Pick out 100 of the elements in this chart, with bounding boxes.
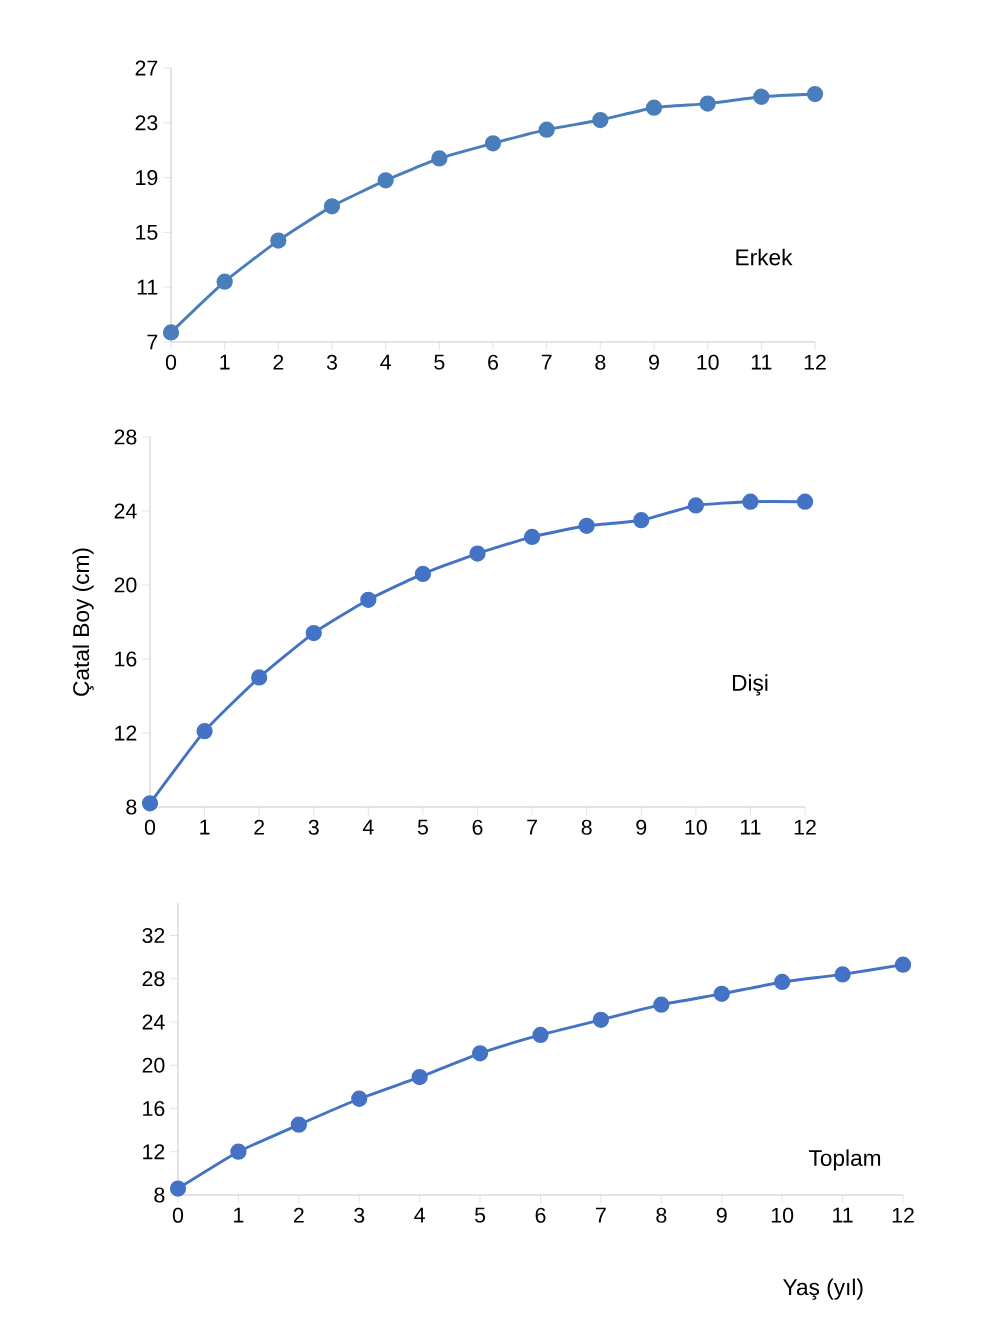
point [351, 1090, 368, 1107]
y-tick-label: 8 [126, 799, 137, 815]
point [471, 1045, 489, 1062]
x-tick-label: 5 [475, 1207, 486, 1223]
y-tick-label: 28 [114, 429, 137, 445]
y-tick-label: 16 [115, 651, 137, 667]
x-tick-label: 6 [472, 819, 483, 835]
point [360, 591, 377, 608]
point [699, 95, 716, 112]
y-tick-label: 20 [114, 577, 137, 593]
x-tick-label: 9 [649, 354, 659, 370]
x-tick-label: 12 [892, 1207, 914, 1223]
point [834, 966, 851, 983]
y-tick-label: 7 [147, 334, 158, 350]
point [305, 624, 322, 642]
x-tick-label: 10 [697, 354, 719, 370]
x-tick-label: 12 [804, 354, 826, 370]
point [687, 497, 704, 514]
x-tick-label: 3 [326, 354, 337, 370]
point [592, 1011, 610, 1028]
y-tick-label: 12 [115, 725, 137, 741]
x-tick-label: 11 [751, 354, 772, 370]
x-tick-label: 11 [833, 1207, 853, 1223]
x-tick-label: 2 [293, 1207, 304, 1223]
y-tick-label: 32 [142, 927, 165, 943]
point [592, 111, 609, 129]
annotation: Toplam [808, 1149, 881, 1171]
annotation: Dişi [732, 674, 768, 696]
point [414, 565, 432, 583]
point [431, 150, 448, 167]
x-tick-label: 7 [527, 819, 537, 835]
point [169, 1180, 187, 1197]
x-tick-label: 4 [380, 354, 391, 370]
x-tick-label: 6 [488, 354, 498, 370]
x-tick-label: 1 [220, 354, 230, 370]
point [645, 99, 663, 116]
x-tick-label: 9 [716, 1207, 727, 1223]
point [774, 973, 791, 991]
x-tick-label: 0 [165, 354, 177, 370]
y-tick-label: 15 [136, 224, 158, 240]
point [251, 669, 268, 686]
point [894, 956, 912, 973]
x-tick-label: 7 [541, 354, 552, 370]
point [713, 985, 730, 1002]
point [578, 517, 595, 534]
x-tick-label: 8 [656, 1207, 667, 1223]
point [196, 723, 213, 740]
y-axis-title: Çatal Boy (cm) [72, 548, 94, 696]
x-tick-label: 10 [685, 819, 707, 835]
y-tick-label: 19 [136, 170, 158, 186]
point [290, 1116, 307, 1133]
point [742, 493, 759, 510]
x-tick-label: 5 [417, 819, 428, 835]
point [323, 198, 341, 215]
x-tick-label: 6 [535, 1207, 546, 1223]
annotation: Erkek [736, 248, 793, 266]
x-tick-label: 7 [596, 1207, 606, 1223]
x-tick-label: 10 [771, 1207, 794, 1223]
x-tick-label: 2 [273, 354, 284, 370]
y-tick-label: 24 [114, 503, 137, 519]
y-tick-label: 12 [143, 1144, 165, 1160]
x-axis-title: Yaş (yıl) [783, 1278, 863, 1300]
y-tick-label: 8 [154, 1187, 165, 1203]
point [162, 324, 180, 341]
y-tick-label: 20 [142, 1057, 165, 1073]
x-tick-label: 9 [636, 819, 647, 835]
y-tick-label: 23 [135, 115, 158, 131]
point [230, 1143, 247, 1160]
point [753, 88, 770, 105]
x-tick-label: 8 [595, 354, 606, 370]
x-tick-label: 3 [308, 819, 319, 835]
x-tick-label: 1 [200, 819, 210, 835]
point [484, 135, 502, 152]
x-tick-label: 0 [172, 1207, 184, 1223]
x-tick-label: 8 [581, 819, 592, 835]
y-tick-label: 16 [143, 1100, 165, 1117]
x-tick-label: 11 [740, 819, 761, 835]
y-tick-label: 28 [142, 971, 165, 987]
x-tick-label: 0 [144, 819, 156, 835]
point [141, 795, 159, 812]
point [270, 232, 287, 249]
point [806, 85, 824, 103]
x-tick-label: 5 [434, 354, 445, 370]
point [411, 1068, 428, 1086]
x-tick-label: 2 [254, 819, 265, 835]
point [796, 493, 814, 510]
x-tick-label: 1 [234, 1207, 244, 1223]
point [377, 172, 394, 189]
x-tick-label: 4 [414, 1207, 425, 1223]
x-tick-label: 12 [794, 819, 816, 835]
x-tick-label: 3 [354, 1207, 365, 1223]
x-tick-label: 4 [362, 819, 374, 835]
point [538, 121, 555, 138]
y-tick-label: 11 [137, 279, 158, 295]
point [532, 1026, 549, 1044]
y-tick-label: 24 [142, 1014, 165, 1030]
point [523, 528, 541, 546]
point [469, 545, 486, 562]
point [653, 996, 670, 1013]
point [633, 512, 650, 529]
